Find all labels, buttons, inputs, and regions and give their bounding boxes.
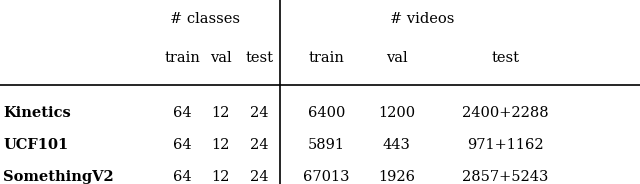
Text: 12: 12 xyxy=(212,170,230,184)
Text: train: train xyxy=(164,51,200,65)
Text: train: train xyxy=(308,51,344,65)
Text: 12: 12 xyxy=(212,106,230,120)
Text: test: test xyxy=(492,51,520,65)
Text: 1926: 1926 xyxy=(378,170,415,184)
Text: 443: 443 xyxy=(383,138,411,152)
Text: SomethingV2: SomethingV2 xyxy=(3,170,114,184)
Text: 12: 12 xyxy=(212,138,230,152)
Text: Kinetics: Kinetics xyxy=(3,106,71,120)
Text: test: test xyxy=(245,51,273,65)
Text: val: val xyxy=(386,51,408,65)
Text: # videos: # videos xyxy=(390,12,454,26)
Text: 64: 64 xyxy=(173,138,192,152)
Text: 64: 64 xyxy=(173,170,192,184)
Text: 64: 64 xyxy=(173,106,192,120)
Text: val: val xyxy=(210,51,232,65)
Text: 24: 24 xyxy=(250,138,268,152)
Text: 67013: 67013 xyxy=(303,170,349,184)
Text: 971+1162: 971+1162 xyxy=(467,138,544,152)
Text: 5891: 5891 xyxy=(308,138,345,152)
Text: 2400+2288: 2400+2288 xyxy=(462,106,549,120)
Text: # classes: # classes xyxy=(170,12,240,26)
Text: UCF101: UCF101 xyxy=(3,138,68,152)
Text: 24: 24 xyxy=(250,170,268,184)
Text: 24: 24 xyxy=(250,106,268,120)
Text: 6400: 6400 xyxy=(308,106,345,120)
Text: 1200: 1200 xyxy=(378,106,415,120)
Text: 2857+5243: 2857+5243 xyxy=(463,170,548,184)
